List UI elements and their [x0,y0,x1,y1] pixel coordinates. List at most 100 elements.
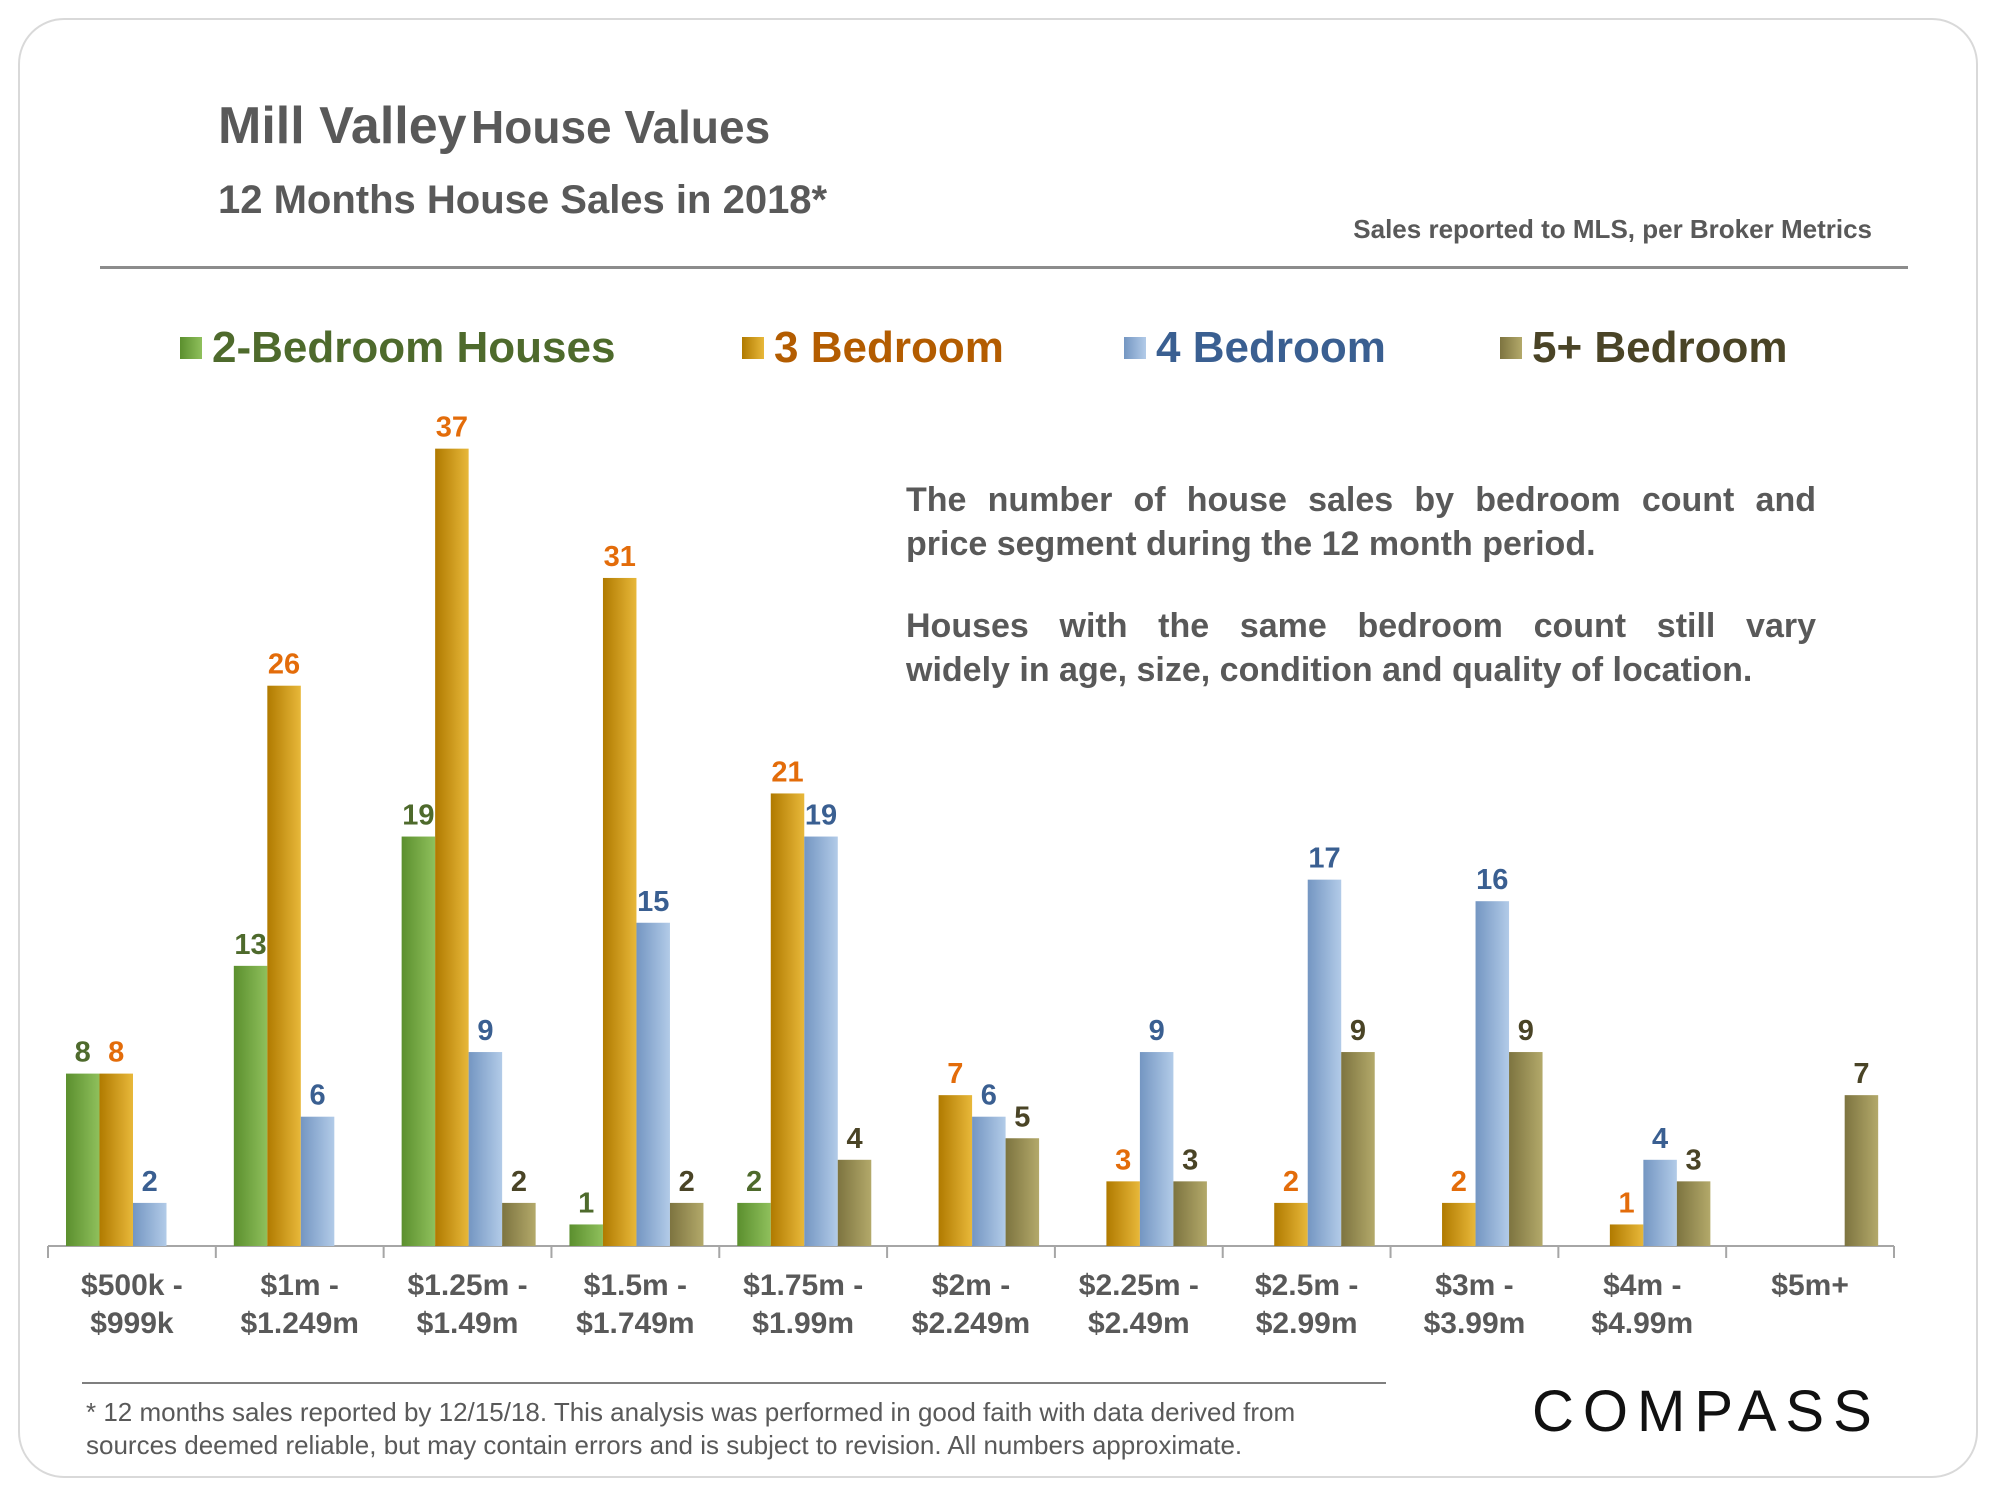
x-tick-label: $5m+ [1771,1269,1849,1302]
data-label-2-bedroom: 1 [578,1187,594,1219]
bar-4-bedroom [300,1116,335,1246]
data-label-2-bedroom: 19 [402,800,434,832]
footnote-divider [82,1382,1386,1384]
compass-logo: COMPASS [1532,1379,1881,1444]
data-label-5-bedroom: 2 [511,1166,527,1198]
data-label-4-bedroom: 4 [1652,1123,1668,1155]
bar-3-bedroom [435,448,469,1246]
x-tick-label: $2.25m - [1079,1269,1199,1302]
x-tick-label: $4.99m [1591,1307,1693,1340]
x-tick-label: $2.49m [1088,1307,1190,1340]
bar-5-bedroom [669,1202,704,1246]
bar-4-bedroom [972,1116,1006,1246]
data-label-4-bedroom: 2 [142,1166,158,1198]
data-label-3-bedroom: 31 [604,541,636,573]
bar-2-bedroom [569,1224,603,1246]
legend-label-5-bedroom: 5+ Bedroom [1532,323,1788,372]
note-line-1: The number of house sales by bedroom cou… [906,481,1816,519]
legend-swatch-4-bedroom [1124,337,1146,359]
bar-5-bedroom [1844,1095,1879,1246]
data-label-4-bedroom: 6 [981,1080,997,1112]
legend-label-3-bedroom: 3 Bedroom [774,323,1004,372]
x-tick-label: $1.25m - [408,1269,528,1302]
bar-3-bedroom [1609,1224,1644,1246]
x-tick-label: $2.5m - [1255,1269,1358,1302]
bar-4-bedroom [1643,1159,1677,1246]
data-label-5-bedroom: 4 [846,1123,862,1155]
header-divider [100,266,1908,269]
data-label-4-bedroom: 9 [1149,1015,1165,1047]
data-label-4-bedroom: 6 [309,1080,325,1112]
legend-item-4-bedroom: 4 Bedroom [1124,318,1386,378]
legend-item-5-bedroom: 5+ Bedroom [1500,318,1788,378]
legend-label-2-bedroom: 2-Bedroom Houses [212,323,616,372]
title-city: Mill Valley [218,97,467,155]
bar-2-bedroom [66,1073,100,1246]
x-tick-label: $1.5m - [584,1269,687,1302]
footnote-line-2: sources deemed reliable, but may contain… [86,1430,1243,1460]
data-label-3-bedroom: 37 [436,412,468,444]
data-label-2-bedroom: 2 [746,1166,762,1198]
data-label-3-bedroom: 2 [1451,1166,1467,1198]
bar-4-bedroom [804,836,838,1246]
bar-4-bedroom [133,1202,167,1246]
legend-swatch-5-bedroom [1500,337,1522,359]
bar-4-bedroom [468,1052,503,1246]
data-label-5-bedroom: 5 [1014,1101,1030,1133]
data-label-3-bedroom: 2 [1283,1166,1299,1198]
bar-3-bedroom [1442,1202,1476,1246]
data-label-5-bedroom: 2 [679,1166,695,1198]
data-label-3-bedroom: 1 [1619,1187,1635,1219]
x-tick-label: $1.99m [752,1307,854,1340]
bar-3-bedroom [1274,1202,1308,1246]
bar-2-bedroom [233,965,268,1246]
x-tick-label: $1.75m - [743,1269,863,1302]
data-label-5-bedroom: 9 [1518,1015,1534,1047]
bar-4-bedroom [1307,879,1342,1246]
x-tick-label: $1.249m [241,1307,359,1340]
chart-title: Mill Valley House Values [218,96,770,156]
bar-4-bedroom [1139,1052,1174,1246]
note-line-2: price segment during the 12 month period… [906,525,1596,563]
bar-5-bedroom [1341,1052,1375,1246]
bar-5-bedroom [1173,1181,1207,1246]
data-label-4-bedroom: 9 [477,1015,493,1047]
title-rest: House Values [471,101,771,153]
data-label-5-bedroom: 9 [1350,1015,1366,1047]
x-tick-label: $3m - [1435,1269,1513,1302]
bar-5-bedroom [502,1202,536,1246]
bar-4-bedroom [1475,901,1510,1246]
x-tick-label: $500k - [81,1269,183,1302]
bar-5-bedroom [1005,1138,1040,1246]
data-label-4-bedroom: 15 [637,886,669,918]
data-label-5-bedroom: 7 [1853,1058,1869,1090]
footnote: * 12 months sales reported by 12/15/18. … [86,1396,1416,1462]
data-label-2-bedroom: 13 [234,929,266,961]
bar-5-bedroom [1509,1052,1543,1246]
data-label-5-bedroom: 3 [1182,1144,1198,1176]
note-line-3: Houses with the same bedroom count still… [906,607,1816,645]
legend-swatch-2-bedroom [180,337,202,359]
bar-3-bedroom [770,793,805,1246]
bar-5-bedroom [837,1159,872,1246]
x-tick-label: $2m - [932,1269,1010,1302]
footnote-line-1: * 12 months sales reported by 12/15/18. … [86,1397,1296,1427]
data-label-3-bedroom: 8 [108,1037,124,1069]
x-tick-label: $999k [90,1307,174,1340]
bar-5-bedroom [1676,1181,1711,1246]
data-label-3-bedroom: 26 [268,649,300,681]
x-tick-label: $1.749m [576,1307,694,1340]
x-tick-label: $1.49m [417,1307,519,1340]
x-tick-label: $2.99m [1256,1307,1358,1340]
data-label-3-bedroom: 21 [771,756,803,788]
legend-label-4-bedroom: 4 Bedroom [1156,323,1386,372]
bar-3-bedroom [267,685,301,1246]
x-tick-label: $1m - [261,1269,339,1302]
legend-item-3-bedroom: 3 Bedroom [742,318,1004,378]
data-label-3-bedroom: 3 [1115,1144,1131,1176]
source-note: Sales reported to MLS, per Broker Metric… [1353,214,1872,244]
x-tick-label: $2.249m [912,1307,1030,1340]
legend-swatch-3-bedroom [742,337,764,359]
note-line-4: widely in age, size, condition and quali… [906,651,1753,689]
